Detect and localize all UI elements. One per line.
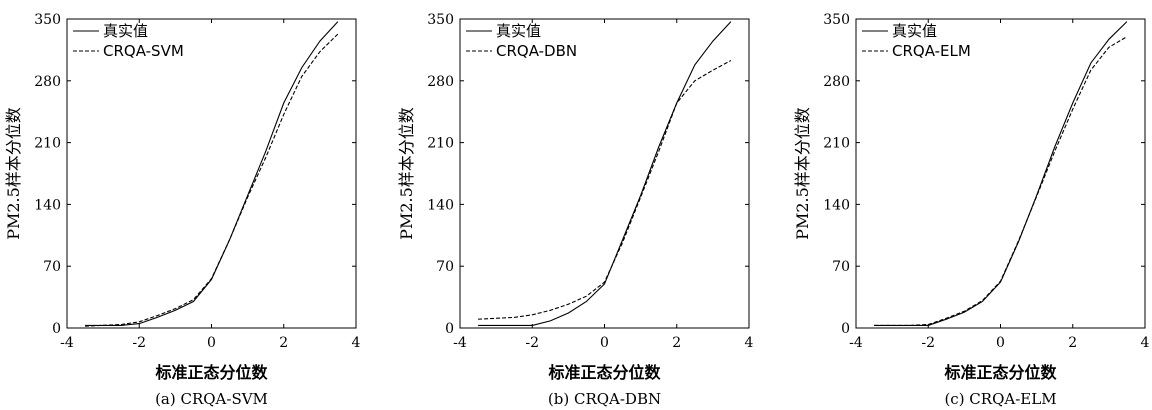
y-tick-label: 140 bbox=[427, 197, 454, 213]
series-line-actual bbox=[85, 21, 339, 326]
y-tick-label: 70 bbox=[436, 259, 454, 275]
y-tick-label: 140 bbox=[823, 197, 850, 213]
legend-label: CRQA-DBN bbox=[496, 42, 577, 60]
y-axis-label: PM2.5样本分位数 bbox=[793, 107, 812, 240]
legend-label: 真实值 bbox=[496, 22, 541, 40]
x-tick-label: 4 bbox=[352, 335, 361, 351]
y-axis-label: PM2.5样本分位数 bbox=[4, 107, 23, 240]
x-tick-label: 4 bbox=[745, 335, 754, 351]
legend-label: 真实值 bbox=[103, 22, 148, 40]
panel-caption: (c) CRQA-ELM bbox=[944, 390, 1056, 408]
y-axis-label: PM2.5样本分位数 bbox=[397, 107, 416, 240]
x-tick-label: 2 bbox=[279, 335, 288, 351]
x-tick-label: 4 bbox=[1141, 335, 1150, 351]
y-tick-label: 350 bbox=[34, 12, 61, 28]
x-axis-label: 标准正态分位数 bbox=[547, 363, 661, 382]
y-tick-label: 210 bbox=[427, 136, 454, 152]
plot-area-frame bbox=[66, 18, 357, 329]
y-tick-label: 210 bbox=[34, 136, 61, 152]
x-tick-label: 0 bbox=[996, 335, 1005, 351]
x-tick-label: -4 bbox=[453, 335, 467, 351]
series-line-predicted bbox=[85, 33, 339, 327]
legend-label: 真实值 bbox=[892, 22, 937, 40]
legend-label: CRQA-SVM bbox=[103, 42, 184, 60]
panel-caption: (b) CRQA-DBN bbox=[548, 390, 661, 408]
x-tick-label: -2 bbox=[525, 335, 539, 351]
y-tick-label: 280 bbox=[427, 74, 454, 90]
y-tick-label: 140 bbox=[34, 197, 61, 213]
y-tick-label: 350 bbox=[823, 12, 850, 28]
x-tick-label: 2 bbox=[1068, 335, 1077, 351]
x-tick-label: -2 bbox=[132, 335, 146, 351]
y-tick-label: 280 bbox=[34, 74, 61, 90]
y-tick-label: 0 bbox=[52, 321, 61, 337]
x-tick-label: -4 bbox=[849, 335, 863, 351]
x-axis-label: 标准正态分位数 bbox=[154, 363, 268, 382]
y-tick-label: 210 bbox=[823, 136, 850, 152]
x-tick-label: 2 bbox=[672, 335, 681, 351]
series-line-predicted bbox=[874, 36, 1128, 326]
x-axis-label: 标准正态分位数 bbox=[943, 363, 1057, 382]
y-tick-label: 70 bbox=[832, 259, 850, 275]
panel-caption: (a) CRQA-SVM bbox=[155, 390, 268, 408]
legend-label: CRQA-ELM bbox=[892, 42, 971, 60]
y-tick-label: 0 bbox=[841, 321, 850, 337]
x-tick-label: -4 bbox=[60, 335, 74, 351]
series-line-actual bbox=[874, 21, 1128, 326]
y-tick-label: 280 bbox=[823, 74, 850, 90]
series-line-predicted bbox=[478, 60, 732, 320]
y-tick-label: 70 bbox=[43, 259, 61, 275]
series-line-actual bbox=[478, 21, 732, 326]
x-tick-label: 0 bbox=[600, 335, 609, 351]
y-tick-label: 0 bbox=[445, 321, 454, 337]
x-tick-label: -2 bbox=[921, 335, 935, 351]
y-tick-label: 350 bbox=[427, 12, 454, 28]
x-tick-label: 0 bbox=[207, 335, 216, 351]
